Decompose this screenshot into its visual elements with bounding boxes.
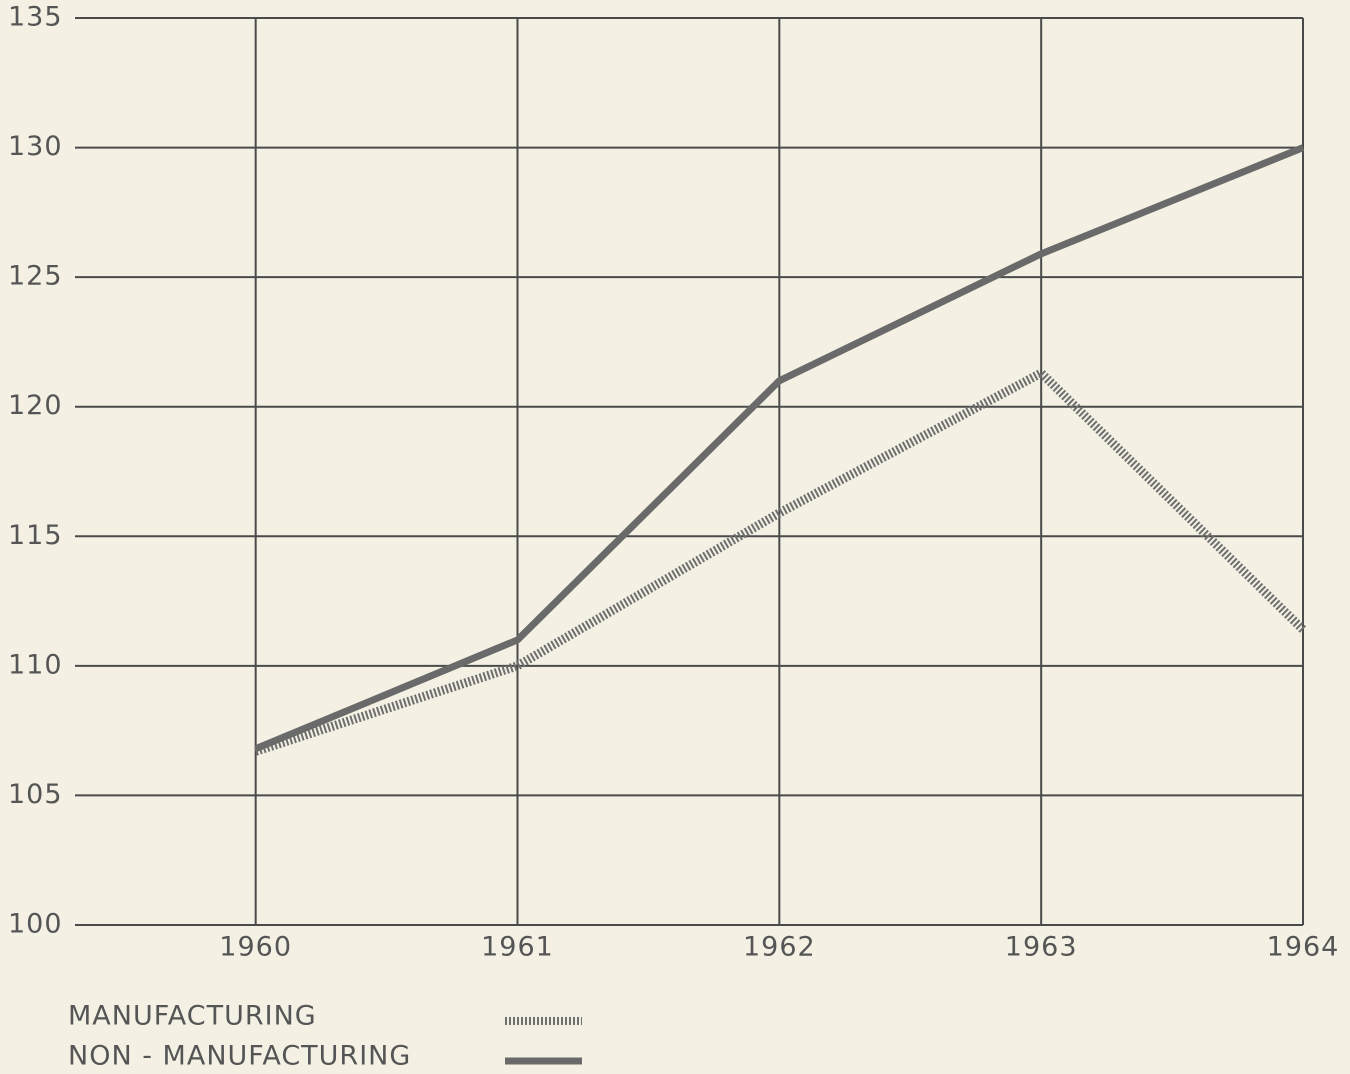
x-tick-label: 1961 <box>481 932 554 963</box>
y-tick-label: 125 <box>8 261 63 292</box>
series-line <box>254 368 1307 756</box>
x-tick-label: 1964 <box>1267 932 1340 963</box>
legend-label: NON - MANUFACTURING <box>68 1041 411 1072</box>
y-tick-label: 105 <box>8 779 63 810</box>
y-tick-label: 120 <box>8 390 63 421</box>
legend-label: MANUFACTURING <box>68 1001 317 1032</box>
y-tick-label: 115 <box>8 520 63 551</box>
x-tick-label: 1962 <box>743 932 816 963</box>
y-tick-label: 135 <box>8 2 63 33</box>
y-tick-label: 110 <box>8 649 63 680</box>
series-line <box>254 144 1305 753</box>
x-tick-label: 1963 <box>1005 932 1078 963</box>
y-tick-label: 130 <box>8 131 63 162</box>
x-tick-label: 1960 <box>219 932 292 963</box>
y-tick-label: 100 <box>8 909 63 940</box>
